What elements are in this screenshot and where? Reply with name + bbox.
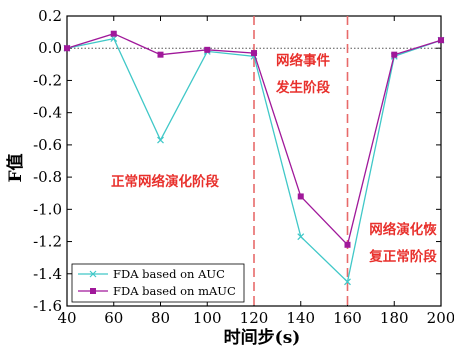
y-tick-label: 0.2 — [38, 7, 62, 25]
phase-annotation: 复正常阶段 — [368, 248, 437, 265]
x-axis-title: 时间步(s) — [224, 327, 301, 348]
axes: 40 60 80 100 120 140 160 180 200 0.2 0.0 -0.2 -0.4 -0… — [5, 7, 454, 348]
x-tick-label: 40 — [57, 309, 76, 327]
x-tick-label: 120 — [240, 309, 269, 327]
x-tick-label: 60 — [104, 309, 123, 327]
series-2-point — [391, 51, 398, 58]
x-tick-label: 80 — [151, 309, 170, 327]
legend-swatch-marker — [89, 270, 97, 278]
y-tick-label: -0.6 — [33, 136, 62, 154]
x-tick-label: 140 — [286, 309, 315, 327]
phase-annotation: 网络演化恢 — [369, 221, 437, 238]
x-tick-label: 200 — [427, 309, 454, 327]
series-1-point — [157, 136, 164, 144]
y-tick-label: -1.4 — [33, 265, 62, 283]
legend-label: FDA based on mAUC — [113, 284, 236, 298]
y-tick-label: -1.6 — [33, 297, 62, 315]
y-tick-label: -1.0 — [33, 200, 62, 218]
series-1-point — [344, 278, 351, 286]
y-tick-label: -0.2 — [33, 71, 62, 89]
series-2-point — [438, 37, 444, 44]
y-axis-title: F值 — [5, 153, 26, 182]
y-tick-label: -0.4 — [33, 104, 62, 122]
series — [63, 30, 445, 286]
phase-annotation: 发生阶段 — [275, 79, 330, 96]
x-tick-label: 160 — [333, 309, 362, 327]
series-2-point — [297, 193, 304, 200]
series-2-point — [344, 241, 351, 248]
y-tick-label: 0.0 — [38, 39, 62, 57]
phase-annotation: 网络事件 — [276, 52, 330, 69]
series-2-point — [64, 45, 70, 52]
x-tick-label: 180 — [380, 309, 409, 327]
y-tick-label: -1.2 — [33, 233, 62, 251]
series-2-point — [110, 30, 117, 37]
legend-box — [71, 263, 245, 303]
legend-label: FDA based on AUC — [113, 267, 225, 281]
legend-swatch-marker — [90, 288, 96, 294]
phase-annotation: 正常网络演化阶段 — [111, 173, 219, 190]
series-2-point — [204, 46, 211, 53]
series-1-point — [297, 233, 305, 241]
series-2-point — [251, 50, 257, 57]
reference-lines — [67, 16, 441, 306]
legend: FDA based on AUC FDA based on mAUC — [71, 263, 245, 303]
y-tick-label: -0.8 — [33, 168, 62, 186]
x-tick-label: 100 — [193, 309, 222, 327]
series-2-point — [157, 51, 164, 58]
